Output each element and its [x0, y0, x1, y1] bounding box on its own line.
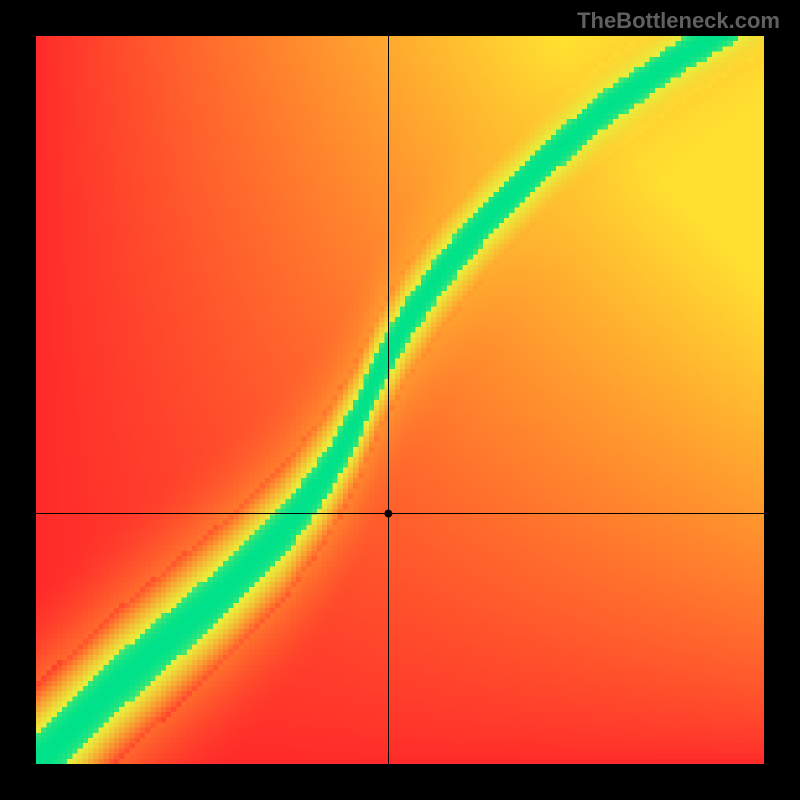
crosshair-dot	[384, 510, 392, 518]
heatmap-plot-area	[36, 36, 764, 764]
crosshair-dot-layer	[36, 36, 764, 764]
watermark-text: TheBottleneck.com	[577, 8, 780, 34]
